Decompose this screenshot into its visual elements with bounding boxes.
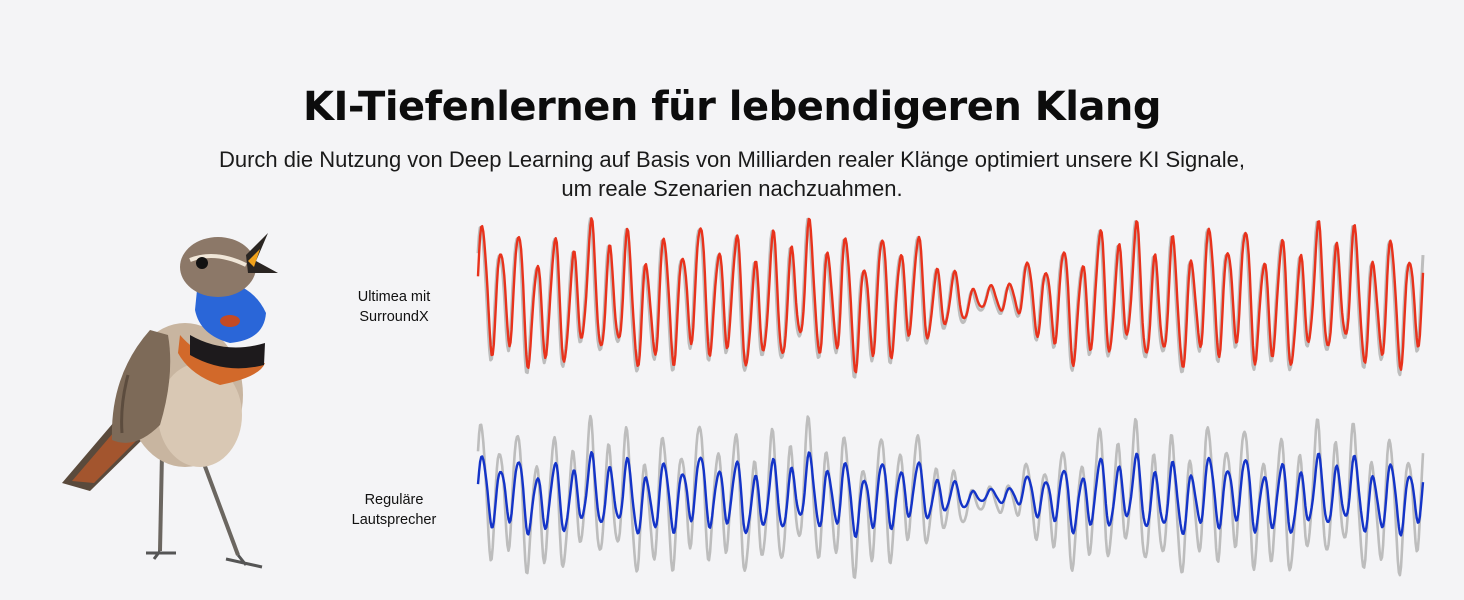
row-label-ultimea-line1: Ultimea mit	[357, 289, 431, 305]
ultimea-waveform	[476, 217, 1425, 374]
subtitle-line-2: um reale Szenarien nachzuahmen.	[561, 176, 903, 201]
bird-head	[180, 237, 256, 297]
row-label-regular-line1: Reguläre	[364, 492, 424, 508]
page-title: KI-Tiefenlernen für lebendigeren Klang	[302, 84, 1162, 130]
regular-speaker-waveform	[476, 451, 1425, 538]
bird-leg-left	[158, 452, 164, 552]
bird-throat-black	[190, 335, 265, 369]
bird-beak	[246, 233, 278, 273]
row-label-regular-line2: Lautsprecher	[351, 512, 437, 528]
bird-leg-right	[198, 452, 240, 556]
page-subtitle: Durch die Nutzung von Deep Learning auf …	[132, 145, 1332, 203]
bird-eye	[196, 257, 208, 269]
waveform-comparison	[476, 217, 1425, 579]
bird-wing	[111, 330, 171, 443]
row-label-ultimea: Ultimea mit SurroundX	[314, 287, 474, 327]
row-label-ultimea-line2: SurroundX	[359, 309, 429, 325]
bird-throat-orange	[178, 335, 265, 385]
row-label-regular: Reguläre Lautsprecher	[314, 490, 474, 530]
bluethroat-bird-image	[62, 233, 278, 569]
reference-waveform-bottom	[476, 414, 1425, 579]
subtitle-line-1: Durch die Nutzung von Deep Learning auf …	[218, 147, 1246, 172]
